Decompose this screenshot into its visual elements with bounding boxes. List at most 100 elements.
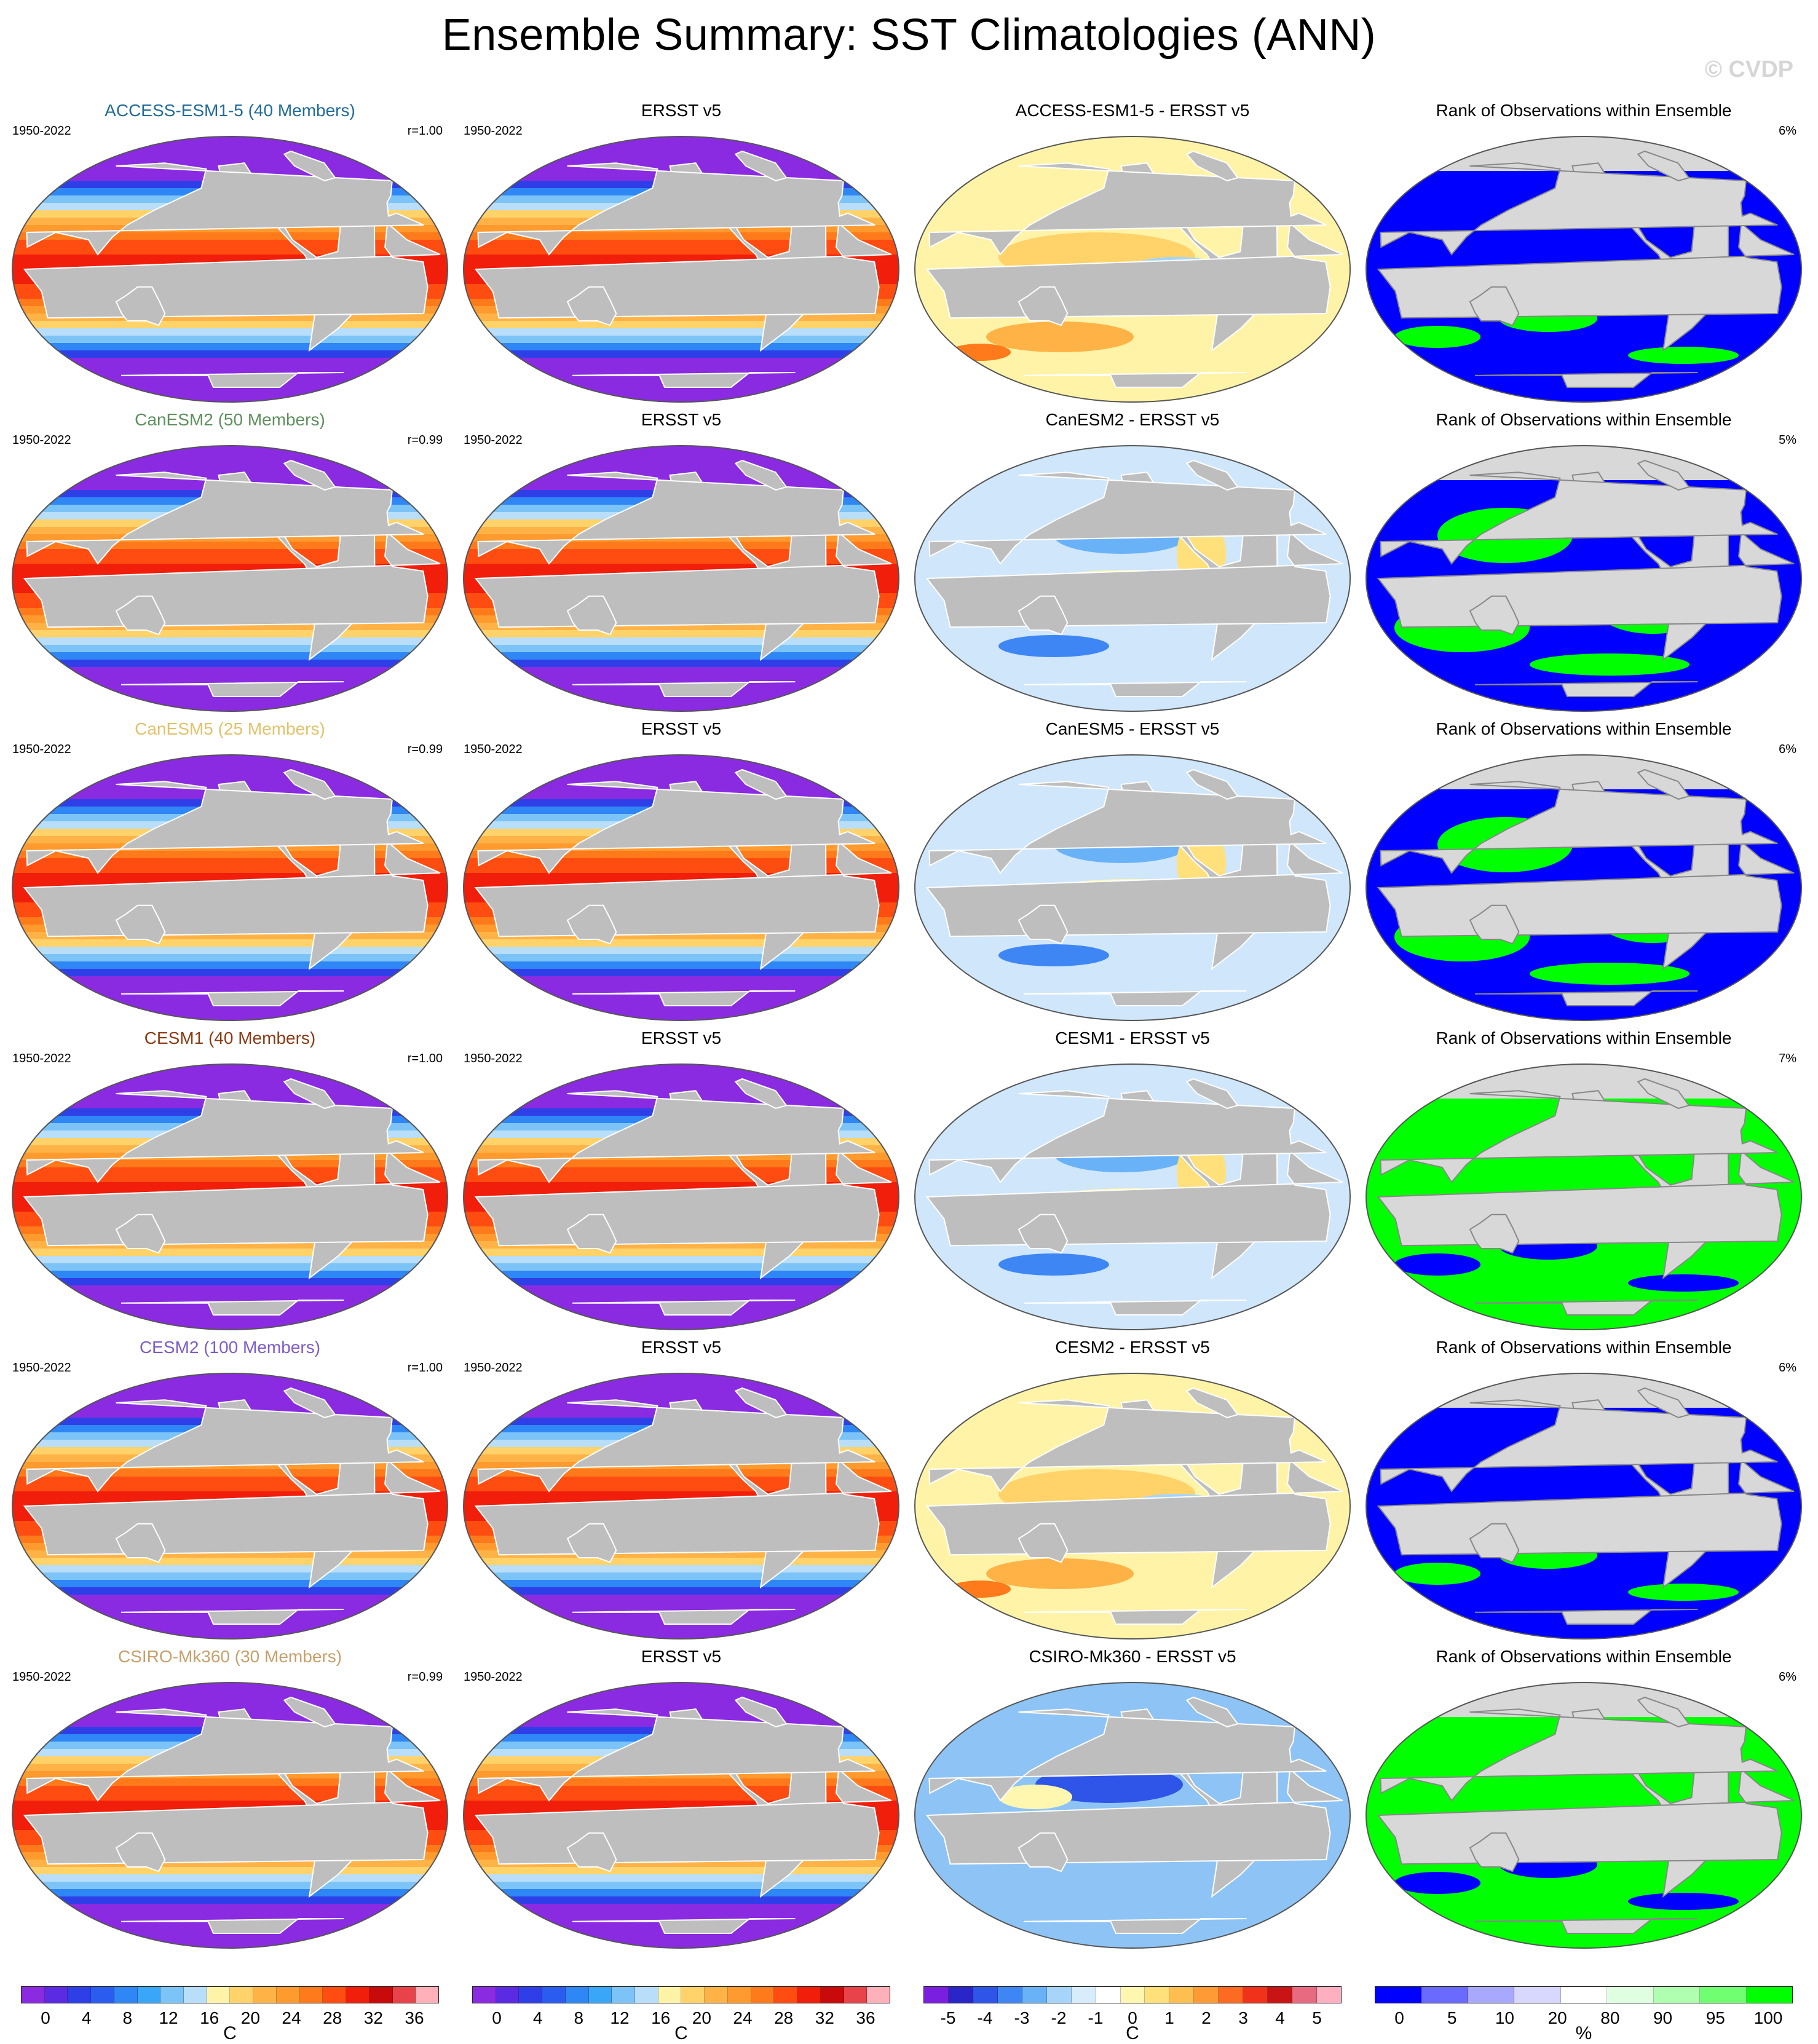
colorbar-tick: -1: [1088, 2008, 1104, 2027]
rank-title: Rank of Observations within Ensemble: [1436, 719, 1732, 738]
rank-percent: 7%: [1779, 1052, 1796, 1065]
panel-rank-5: Rank of Observations within Ensemble 6%: [1359, 1335, 1809, 1649]
panel-diff-4: CESM1 - ERSST v5: [907, 1026, 1358, 1340]
model-title: CESM1 (40 Members): [144, 1028, 316, 1048]
rank-percent: 6%: [1779, 1361, 1796, 1375]
rank-title: Rank of Observations within Ensemble: [1436, 101, 1732, 120]
colorbar-tick: 80: [1600, 2008, 1620, 2027]
difference-map: [914, 1063, 1351, 1330]
colorbar-swatch: [1022, 1987, 1047, 2003]
colorbar-tick: 4: [81, 2008, 92, 2027]
colorbar-swatch: [496, 1987, 520, 2003]
colorbar-swatch: [137, 1987, 161, 2003]
colorbar-swatch: [207, 1987, 231, 2003]
colorbar-swatch: [1169, 1987, 1195, 2003]
colorbar-tick: -5: [940, 2008, 956, 2027]
sst-map: [463, 754, 899, 1021]
colorbar-tick: 8: [122, 2008, 133, 2027]
period-label: 1950-2022: [12, 1670, 71, 1684]
panel-model-2: CanESM2 (50 Members) 1950-2022 r=0.99: [5, 408, 455, 721]
colorbar-tick: 20: [240, 2008, 260, 2027]
colorbar-tick: 1: [1164, 2008, 1174, 2027]
colorbar-swatch: [416, 1987, 438, 2003]
colorbar-tick: 4: [532, 2008, 543, 2027]
colorbar-swatch: [1700, 1987, 1747, 2003]
sst-map: [463, 136, 899, 403]
obs-title: ERSST v5: [641, 1647, 722, 1666]
colorbar-swatches: [923, 1986, 1342, 2003]
colorbar-swatch: [323, 1987, 347, 2003]
rank-title: Rank of Observations within Ensemble: [1436, 410, 1732, 429]
panel-diff-3: CanESM5 - ERSST v5: [907, 717, 1358, 1030]
colorbar-swatches: [1375, 1986, 1793, 2003]
colorbar-swatch: [1468, 1987, 1515, 2003]
colorbar-swatch: [1145, 1987, 1170, 2003]
rank-map: [1365, 1063, 1802, 1330]
rank-map: [1365, 1373, 1802, 1640]
colorbar-unit: C: [1126, 2023, 1139, 2043]
rank-map: [1365, 445, 1802, 712]
colorbar-swatch: [1607, 1987, 1654, 2003]
colorbar-swatch: [867, 1987, 890, 2003]
rank-map: [1365, 754, 1802, 1021]
panel-obs-6: ERSST v5 1950-2022: [456, 1644, 906, 1958]
sst-map: [12, 1063, 448, 1330]
colorbar-tick: 0: [1128, 2008, 1137, 2027]
model-title: CSIRO-Mk360 (30 Members): [117, 1647, 342, 1666]
colorbar-tick: 0: [41, 2008, 50, 2027]
colorbar-swatch: [1746, 1987, 1792, 2003]
colorbar-tick: 24: [282, 2008, 301, 2027]
colorbar-swatch: [1219, 1987, 1244, 2003]
pattern-correlation: r=0.99: [407, 1670, 443, 1684]
colorbar-tick: -4: [977, 2008, 993, 2027]
rank-title: Rank of Observations within Ensemble: [1436, 1028, 1732, 1048]
period-label: 1950-2022: [12, 1361, 71, 1375]
colorbar-tick: 12: [610, 2008, 630, 2027]
obs-title: ERSST v5: [641, 719, 722, 738]
period-label: 1950-2022: [12, 1052, 71, 1065]
period-label: 1950-2022: [464, 743, 523, 756]
colorbar-swatch: [948, 1987, 973, 2003]
panel-rank-2: Rank of Observations within Ensemble 5%: [1359, 408, 1809, 721]
obs-title: ERSST v5: [641, 1028, 722, 1048]
pattern-correlation: r=1.00: [407, 1052, 443, 1065]
colorbar-swatch: [924, 1987, 949, 2003]
panel-diff-2: CanESM2 - ERSST v5: [907, 408, 1358, 721]
colorbar-swatch: [1421, 1987, 1468, 2003]
colorbar-tick: 16: [200, 2008, 219, 2027]
period-label: 1950-2022: [12, 124, 71, 138]
colorbar-tick: -3: [1014, 2008, 1030, 2027]
pattern-correlation: r=0.99: [407, 743, 443, 756]
colorbar-tick: 2: [1201, 2008, 1211, 2027]
difference-title: CESM2 - ERSST v5: [1055, 1338, 1210, 1357]
difference-map: [914, 1682, 1351, 1949]
colorbar-swatch: [114, 1987, 138, 2003]
sst-map: [12, 754, 448, 1021]
sst-map: [463, 1682, 899, 1949]
difference-map: [914, 754, 1351, 1021]
period-label: 1950-2022: [464, 1670, 523, 1684]
difference-map: [914, 136, 1351, 403]
colorbar-tick: 4: [1275, 2008, 1285, 2027]
sst-map: [12, 136, 448, 403]
colorbar-swatch: [658, 1987, 682, 2003]
colorbar-swatch: [751, 1987, 775, 2003]
colorbar-swatch: [160, 1987, 184, 2003]
difference-title: CSIRO-Mk360 - ERSST v5: [1029, 1647, 1236, 1666]
colorbar-3: -5 -4 -3 -2 -1 0 1 2 3 4 5 C: [907, 1980, 1358, 2043]
obs-title: ERSST v5: [641, 101, 722, 120]
panel-model-3: CanESM5 (25 Members) 1950-2022 r=0.99: [5, 717, 455, 1030]
colorbar-swatch: [588, 1987, 612, 2003]
colorbar-swatch: [565, 1987, 589, 2003]
colorbar-swatch: [392, 1987, 416, 2003]
rank-percent: 6%: [1779, 743, 1796, 756]
colorbar-swatch: [1317, 1987, 1341, 2003]
colorbar-swatch: [184, 1987, 207, 2003]
difference-map: [914, 445, 1351, 712]
period-label: 1950-2022: [464, 1052, 523, 1065]
rank-title: Rank of Observations within Ensemble: [1436, 1338, 1732, 1357]
colorbar-swatch: [473, 1987, 496, 2003]
colorbar-swatch: [844, 1987, 868, 2003]
rank-percent: 6%: [1779, 1670, 1796, 1684]
colorbar-swatch: [705, 1987, 728, 2003]
